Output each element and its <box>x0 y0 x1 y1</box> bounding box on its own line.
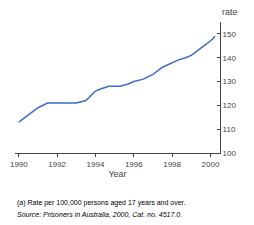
svg-text:1996: 1996 <box>125 160 143 169</box>
svg-text:1992: 1992 <box>48 160 66 169</box>
svg-text:140: 140 <box>223 54 237 63</box>
svg-text:Year: Year <box>108 169 126 179</box>
svg-text:120: 120 <box>223 101 237 110</box>
svg-text:130: 130 <box>223 77 237 86</box>
svg-text:2000: 2000 <box>202 160 220 169</box>
svg-text:150: 150 <box>223 30 237 39</box>
svg-text:1998: 1998 <box>163 160 181 169</box>
svg-text:1990: 1990 <box>10 160 28 169</box>
svg-text:(a) Rate per 100,000 persons a: (a) Rate per 100,000 persons aged 17 yea… <box>17 199 186 207</box>
svg-text:1994: 1994 <box>87 160 105 169</box>
svg-text:Source: Prisoners in Australia: Source: Prisoners in Australia, 2000, Ca… <box>17 211 182 218</box>
svg-text:100: 100 <box>223 149 237 158</box>
svg-text:rate: rate <box>222 7 238 17</box>
svg-text:110: 110 <box>223 125 236 134</box>
